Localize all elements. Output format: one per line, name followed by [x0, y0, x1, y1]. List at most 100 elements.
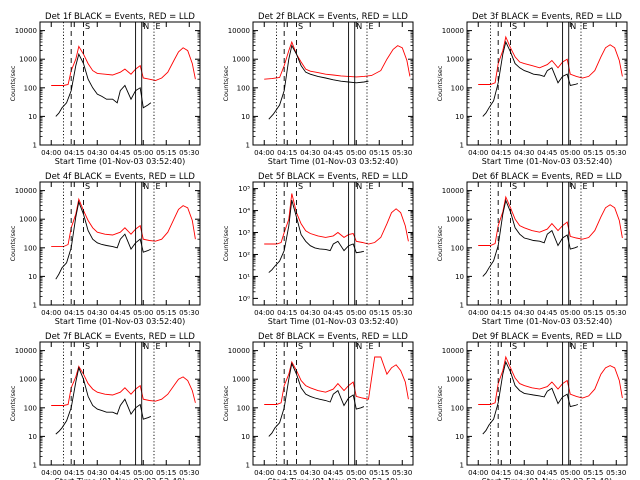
chart-panel-2: Det 2f BLACK = Events, RED = LLD 1 10 100 10… [222, 12, 414, 166]
x-tick-label: 04:45 [537, 309, 557, 317]
x-tick-label: 04:30 [300, 309, 320, 317]
x-tick-label: 05:00 [560, 309, 580, 317]
x-tick-label: 04:30 [514, 309, 534, 317]
y-tick-label: 1 [460, 302, 464, 310]
y-axis-label: Counts/sec [436, 65, 444, 101]
lld-series-line [51, 45, 196, 86]
y-tick-label: 10000 [15, 27, 37, 35]
x-tick-label: 05:15 [583, 469, 603, 477]
y-tick-label: 10² [238, 251, 250, 259]
chart-panel-7: Det 7f BLACK = Events, RED = LLD 1 10 100 10… [9, 332, 201, 480]
x-tick-label: 04:00 [468, 469, 488, 477]
x-tick-label: 05:00 [346, 309, 366, 317]
x-tick-label: 04:00 [254, 469, 274, 477]
plot-frame [252, 341, 414, 466]
y-tick-label: 1 [460, 462, 464, 470]
y-tick-label: 1000 [232, 376, 250, 384]
x-tick-label: 04:45 [323, 469, 343, 477]
events-series-line [55, 200, 152, 280]
y-tick-label: 10 [455, 433, 464, 441]
y-axis-label: Counts/sec [222, 225, 230, 261]
x-tick-label: 04:15 [64, 469, 84, 477]
y-tick-label: 100 [451, 404, 464, 412]
y-tick-label: 1000 [19, 376, 37, 384]
x-tick-label: 04:45 [537, 149, 557, 157]
x-tick-label: 05:30 [606, 469, 626, 477]
x-tick-label: 04:45 [110, 309, 130, 317]
y-tick-label: 100 [24, 84, 37, 92]
y-axis-label: Counts/sec [436, 225, 444, 261]
x-tick-label: 05:30 [392, 469, 412, 477]
x-tick-label: 04:30 [514, 149, 534, 157]
x-tick-label: 05:00 [133, 469, 153, 477]
time-marker-label: N [570, 182, 576, 191]
x-tick-label: 04:15 [491, 149, 511, 157]
y-tick-label: 1000 [446, 216, 464, 224]
time-marker-label: N [143, 22, 149, 31]
lld-series-line [51, 365, 196, 406]
x-axis-label: Start Time (01-Nov-03 03:52:40) [55, 157, 185, 166]
chart-title: Det 2f BLACK = Events, RED = LLD [258, 12, 408, 22]
x-tick-label: 05:15 [156, 309, 176, 317]
x-tick-label: 04:00 [41, 469, 61, 477]
x-tick-label: 05:15 [583, 149, 603, 157]
x-tick-label: 04:00 [254, 309, 274, 317]
lld-series-line [478, 35, 623, 85]
time-marker-label: E [368, 22, 373, 31]
chart-title: Det 3f BLACK = Events, RED = LLD [472, 12, 622, 22]
x-axis-label: Start Time (01-Nov-03 03:52:40) [268, 317, 398, 326]
time-marker-label: E [155, 342, 160, 351]
events-series-line [482, 360, 579, 435]
x-tick-label: 04:15 [277, 469, 297, 477]
x-tick-label: 04:30 [514, 469, 534, 477]
y-tick-label: 1 [246, 142, 250, 150]
y-axis-label: Counts/sec [436, 385, 444, 421]
y-axis-label: Counts/sec [222, 385, 230, 421]
time-marker-label: E [582, 342, 587, 351]
x-tick-label: 04:00 [254, 149, 274, 157]
plot-frame [466, 21, 628, 146]
chart-panel-4: Det 4f BLACK = Events, RED = LLD 1 10 100 10… [9, 172, 201, 326]
x-tick-label: 04:30 [87, 469, 107, 477]
time-marker-label: E [155, 22, 160, 31]
x-tick-label: 04:15 [64, 309, 84, 317]
y-tick-label: 10 [241, 113, 250, 121]
chart-panel-8: Det 8f BLACK = Events, RED = LLD 1 10 100 10… [222, 332, 414, 480]
x-tick-label: 05:30 [179, 309, 199, 317]
y-tick-label: 1000 [232, 56, 250, 64]
time-marker-label: N [143, 342, 149, 351]
y-axis-label: Counts/sec [9, 225, 17, 261]
x-tick-label: 05:00 [560, 469, 580, 477]
y-tick-label: 100 [24, 244, 37, 252]
x-tick-label: 05:00 [346, 469, 366, 477]
events-series-line [55, 366, 152, 435]
y-tick-label: 10000 [228, 27, 250, 35]
y-tick-label: 10000 [228, 347, 250, 355]
y-tick-label: 100 [451, 84, 464, 92]
y-tick-label: 10000 [442, 347, 464, 355]
lld-series-line [264, 40, 411, 80]
chart-title: Det 7f BLACK = Events, RED = LLD [45, 332, 195, 342]
y-tick-label: 1 [33, 142, 37, 150]
x-tick-label: 05:15 [156, 149, 176, 157]
x-tick-label: 04:00 [41, 149, 61, 157]
time-marker-label: N [356, 22, 362, 31]
y-tick-label: 10 [241, 433, 250, 441]
x-tick-label: 05:15 [369, 149, 389, 157]
x-tick-label: 04:15 [277, 309, 297, 317]
time-marker-label: N [570, 342, 576, 351]
x-tick-label: 05:30 [606, 149, 626, 157]
x-tick-label: 05:15 [156, 469, 176, 477]
x-tick-label: 04:30 [300, 469, 320, 477]
time-marker-label: E [582, 22, 587, 31]
y-tick-label: 100 [451, 244, 464, 252]
time-marker-label: S [298, 22, 303, 31]
x-tick-label: 04:30 [87, 309, 107, 317]
x-tick-label: 04:00 [468, 149, 488, 157]
x-tick-label: 05:00 [133, 309, 153, 317]
y-tick-label: 100 [24, 404, 37, 412]
x-tick-label: 04:45 [110, 149, 130, 157]
y-tick-label: 1 [246, 462, 250, 470]
y-tick-label: 10 [455, 113, 464, 121]
